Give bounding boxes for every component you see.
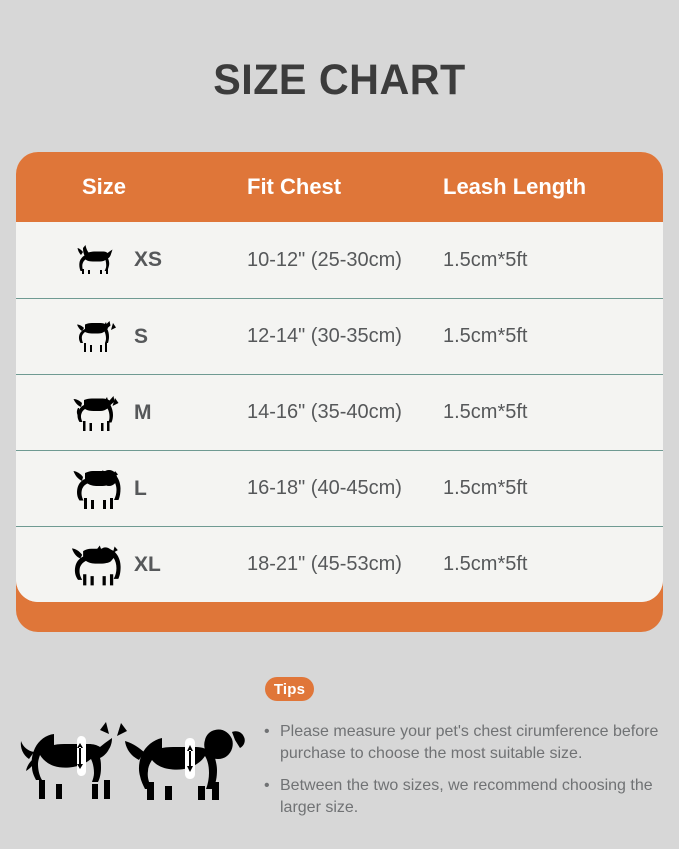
pet-measuring-illustration <box>18 712 246 807</box>
cat-silhouette-icon <box>72 237 122 283</box>
leash-length-value: 1.5cm*5ft <box>443 477 528 499</box>
size-label: L <box>134 476 147 500</box>
fit-chest-value: 14-16" (35-40cm) <box>247 401 402 423</box>
size-cell: L <box>16 466 247 512</box>
leash-length-value: 1.5cm*5ft <box>443 553 528 575</box>
bullet-icon: • <box>264 777 270 795</box>
size-label: XL <box>134 552 161 576</box>
leash-length-value: 1.5cm*5ft <box>443 248 528 271</box>
table-row: XL 18-21" (45-53cm) 1.5cm*5ft <box>16 526 663 602</box>
table-row: M 14-16" (35-40cm) 1.5cm*5ft <box>16 374 663 450</box>
list-item: • Please measure your pet's chest cirumf… <box>264 721 672 764</box>
fluffy-dog-silhouette-icon <box>72 466 122 512</box>
leash-length-value: 1.5cm*5ft <box>443 401 528 423</box>
leash-length-value: 1.5cm*5ft <box>443 325 528 347</box>
size-label: M <box>134 400 152 424</box>
fit-chest-value: 10-12" (25-30cm) <box>247 248 402 271</box>
size-label: XS <box>134 248 163 271</box>
dog-measuring-illustration <box>125 729 245 800</box>
tips-list: • Please measure your pet's chest cirumf… <box>264 721 672 829</box>
fit-chest-value: 18-21" (45-53cm) <box>247 553 402 575</box>
column-header-fit-chest: Fit Chest <box>247 174 342 199</box>
medium-dog-silhouette-icon <box>72 390 122 436</box>
small-dog-silhouette-icon <box>72 314 122 360</box>
size-cell: XL <box>16 542 247 588</box>
cat-measuring-illustration <box>20 722 127 799</box>
column-header-size: Size <box>82 174 127 199</box>
size-cell: M <box>16 390 247 436</box>
table-row: L 16-18" (40-45cm) 1.5cm*5ft <box>16 450 663 526</box>
size-label: S <box>134 324 149 348</box>
column-header-leash-length: Leash Length <box>443 174 587 199</box>
size-cell: S <box>16 314 247 360</box>
size-chart-card: Size Fit Chest Leash Length XS 10-12" (2… <box>16 152 663 602</box>
size-cell: XS <box>16 237 247 283</box>
tip-text: Please measure your pet's chest cirumfer… <box>280 723 659 762</box>
tip-text: Between the two sizes, we recommend choo… <box>280 777 653 816</box>
page-title: SIZE CHART <box>213 56 466 104</box>
tips-badge: Tips <box>265 677 314 701</box>
fit-chest-value: 12-14" (30-35cm) <box>247 325 402 347</box>
list-item: • Between the two sizes, we recommend ch… <box>264 775 672 818</box>
table-header-row: Size Fit Chest Leash Length <box>16 152 663 222</box>
table-row: XS 10-12" (25-30cm) 1.5cm*5ft <box>16 222 663 298</box>
bullet-icon: • <box>264 723 270 740</box>
large-dog-silhouette-icon <box>72 542 122 588</box>
fit-chest-value: 16-18" (40-45cm) <box>247 477 402 499</box>
table-row: S 12-14" (30-35cm) 1.5cm*5ft <box>16 298 663 374</box>
